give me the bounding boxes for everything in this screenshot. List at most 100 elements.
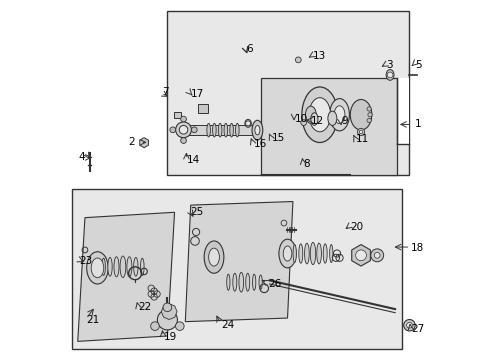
Ellipse shape — [232, 273, 236, 291]
Ellipse shape — [206, 123, 210, 137]
Ellipse shape — [114, 257, 119, 277]
Ellipse shape — [235, 123, 239, 137]
Circle shape — [355, 250, 366, 261]
Ellipse shape — [259, 275, 262, 289]
Circle shape — [295, 57, 301, 63]
Text: 12: 12 — [310, 116, 324, 126]
Ellipse shape — [126, 257, 132, 277]
Text: 19: 19 — [163, 332, 177, 342]
Ellipse shape — [308, 98, 330, 132]
Text: 8: 8 — [303, 159, 310, 169]
Ellipse shape — [327, 111, 336, 126]
Ellipse shape — [244, 120, 251, 127]
Circle shape — [359, 130, 362, 134]
Ellipse shape — [349, 99, 371, 130]
Ellipse shape — [333, 106, 344, 124]
Circle shape — [370, 249, 383, 262]
Ellipse shape — [329, 99, 349, 131]
Ellipse shape — [218, 123, 222, 137]
Text: 13: 13 — [312, 51, 325, 61]
Text: 7: 7 — [162, 87, 168, 97]
Ellipse shape — [245, 273, 249, 291]
FancyBboxPatch shape — [198, 104, 208, 113]
Polygon shape — [185, 202, 292, 321]
Ellipse shape — [224, 123, 227, 137]
Ellipse shape — [292, 244, 296, 262]
Ellipse shape — [301, 87, 337, 143]
Circle shape — [373, 252, 379, 258]
Ellipse shape — [208, 248, 219, 266]
Ellipse shape — [323, 244, 326, 263]
Text: 3: 3 — [386, 60, 392, 70]
Ellipse shape — [254, 126, 260, 135]
Circle shape — [366, 107, 370, 111]
FancyBboxPatch shape — [174, 112, 181, 118]
Text: 9: 9 — [341, 116, 347, 126]
Circle shape — [169, 127, 175, 133]
Ellipse shape — [283, 246, 291, 261]
Circle shape — [175, 122, 191, 138]
Bar — [167, 12, 408, 175]
Text: 17: 17 — [190, 89, 203, 99]
Ellipse shape — [203, 241, 224, 273]
Circle shape — [357, 129, 364, 135]
Text: 16: 16 — [253, 139, 266, 149]
Ellipse shape — [212, 123, 216, 137]
Text: 15: 15 — [271, 133, 284, 143]
Ellipse shape — [102, 258, 105, 275]
Ellipse shape — [310, 242, 315, 265]
Circle shape — [175, 322, 184, 330]
Circle shape — [179, 126, 187, 134]
Bar — [396, 78, 408, 144]
Circle shape — [366, 118, 370, 123]
Ellipse shape — [304, 243, 308, 264]
Circle shape — [150, 322, 159, 330]
Circle shape — [367, 113, 371, 117]
Circle shape — [300, 120, 306, 126]
Bar — [72, 189, 402, 348]
Ellipse shape — [239, 273, 243, 292]
Text: 21: 21 — [86, 315, 100, 325]
Ellipse shape — [386, 69, 393, 80]
Circle shape — [386, 72, 392, 78]
Circle shape — [245, 121, 250, 126]
Ellipse shape — [316, 243, 321, 264]
Ellipse shape — [278, 239, 296, 268]
Ellipse shape — [305, 106, 316, 123]
Ellipse shape — [91, 258, 103, 278]
Text: 4: 4 — [78, 152, 85, 162]
Ellipse shape — [310, 113, 317, 125]
Ellipse shape — [133, 257, 138, 276]
Text: 23: 23 — [80, 256, 93, 266]
Text: 20: 20 — [349, 222, 363, 231]
Text: 14: 14 — [187, 155, 200, 165]
Text: 24: 24 — [221, 320, 234, 329]
Bar — [188, 125, 255, 135]
Bar — [260, 78, 396, 175]
Ellipse shape — [108, 257, 112, 276]
Text: 5: 5 — [414, 60, 421, 70]
Polygon shape — [78, 212, 174, 341]
Text: 26: 26 — [267, 279, 281, 289]
Text: 22: 22 — [139, 302, 152, 312]
Ellipse shape — [120, 256, 125, 278]
Text: 10: 10 — [294, 114, 307, 124]
Ellipse shape — [140, 258, 144, 275]
Text: 6: 6 — [246, 44, 252, 54]
Text: 1: 1 — [414, 120, 421, 129]
Text: 2: 2 — [128, 138, 135, 147]
Text: 25: 25 — [190, 207, 203, 217]
Ellipse shape — [252, 274, 255, 290]
Circle shape — [157, 310, 177, 330]
Circle shape — [403, 319, 414, 331]
Circle shape — [406, 322, 411, 328]
Circle shape — [163, 303, 171, 312]
Text: 18: 18 — [410, 243, 424, 253]
Text: 27: 27 — [410, 324, 424, 334]
Ellipse shape — [226, 274, 229, 290]
Ellipse shape — [298, 244, 302, 263]
Circle shape — [180, 138, 186, 143]
Ellipse shape — [251, 120, 262, 140]
Circle shape — [191, 127, 197, 133]
Ellipse shape — [329, 244, 332, 262]
